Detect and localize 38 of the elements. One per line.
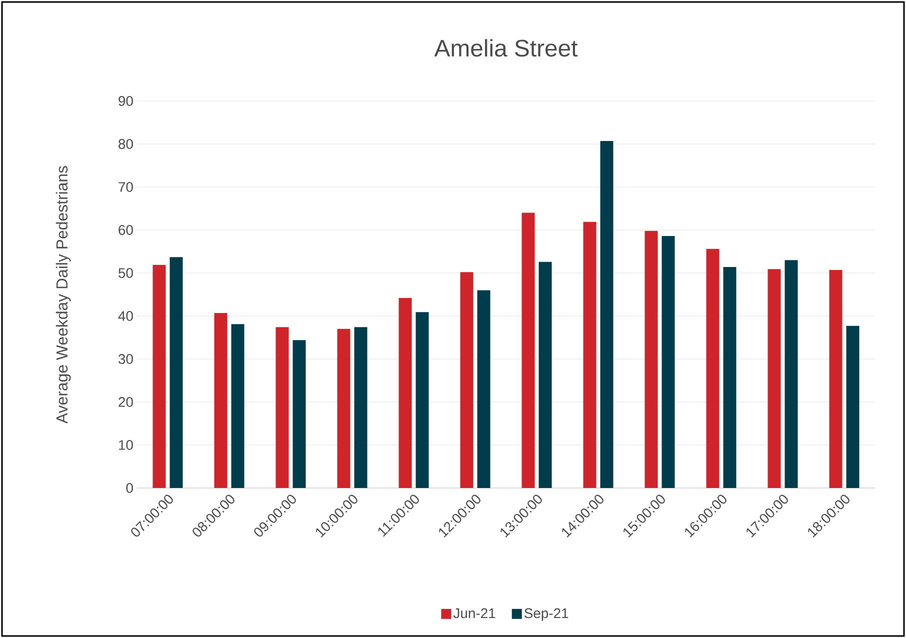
- bar: [276, 327, 289, 488]
- bar: [398, 298, 412, 488]
- bar: [522, 212, 535, 488]
- y-tick-label: 0: [126, 483, 133, 493]
- y-tick-label: 30: [118, 354, 133, 364]
- bar: [152, 264, 166, 488]
- bar: [170, 257, 183, 488]
- bar: [846, 326, 860, 488]
- bar: [583, 222, 596, 488]
- legend-label: Sep-21: [524, 608, 568, 621]
- bar: [600, 140, 614, 488]
- bar: [662, 236, 675, 488]
- y-tick-label: 50: [118, 268, 133, 278]
- bar: [460, 272, 474, 488]
- bar: [214, 312, 228, 488]
- y-tick-label: 60: [118, 225, 133, 235]
- bar: [477, 290, 490, 488]
- bar: [337, 328, 350, 488]
- bar: [644, 230, 658, 488]
- y-tick-label: 10: [119, 440, 133, 450]
- chart-title: Amelia Street: [434, 39, 578, 57]
- bar: [231, 324, 244, 488]
- bar: [784, 260, 798, 488]
- bar: [416, 312, 429, 488]
- y-axis-title: Average Weekday Daily Pedestrians: [56, 166, 71, 424]
- y-tick-label: 70: [118, 182, 133, 192]
- y-tick-label: 20: [118, 397, 133, 407]
- bar: [723, 266, 736, 488]
- y-tick-label: 90: [118, 96, 133, 106]
- bar: [706, 248, 720, 488]
- y-tick-label: 40: [118, 311, 133, 321]
- bar: [292, 340, 306, 488]
- y-tick-label: 80: [118, 139, 133, 149]
- bar: [538, 262, 552, 488]
- bar: [829, 270, 842, 488]
- bar: [354, 327, 368, 488]
- bar: [768, 269, 781, 488]
- legend-label: Jun-21: [453, 608, 496, 618]
